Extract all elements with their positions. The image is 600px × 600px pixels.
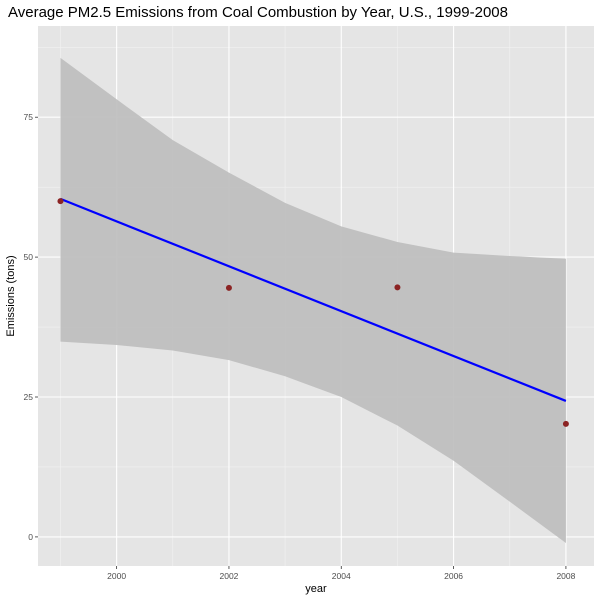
y-axis-ticks: 0 25 50 75 — [24, 112, 38, 542]
y-tick-label: 75 — [24, 112, 34, 122]
x-tick-label: 2000 — [107, 571, 126, 581]
x-tick-label: 2002 — [219, 571, 238, 581]
x-axis-title: year — [305, 583, 327, 595]
y-tick-label: 0 — [28, 532, 33, 542]
y-tick-label: 25 — [24, 392, 34, 402]
regression-line — [60, 197, 567, 402]
data-point — [562, 420, 569, 427]
data-point — [225, 284, 232, 291]
y-tick-label: 50 — [24, 252, 34, 262]
chart-title: Average PM2.5 Emissions from Coal Combus… — [8, 4, 508, 21]
x-axis-ticks: 2000 2002 2004 2006 2008 — [107, 566, 576, 581]
x-tick-label: 2006 — [444, 571, 463, 581]
data-points — [57, 198, 569, 427]
x-tick-label: 2004 — [332, 571, 351, 581]
data-point — [394, 284, 401, 291]
x-tick-label: 2008 — [556, 571, 575, 581]
y-axis-title: Emissions (tons) — [5, 255, 17, 336]
data-point — [57, 198, 64, 205]
